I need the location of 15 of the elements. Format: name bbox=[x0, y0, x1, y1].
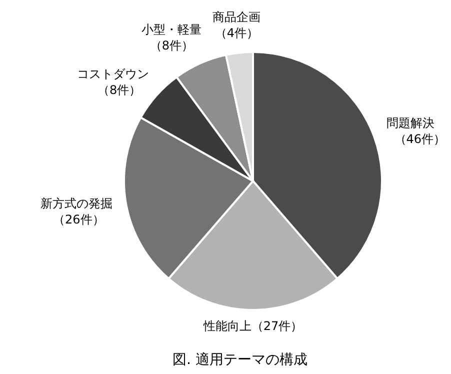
slice-label: 小型・軽量 bbox=[141, 22, 202, 37]
pie-slice bbox=[123, 116, 254, 280]
pie-slice bbox=[252, 51, 383, 280]
pie-slice bbox=[168, 180, 338, 311]
data-label: （27件） bbox=[251, 319, 303, 333]
slice-label: 新方式の発掘 bbox=[40, 196, 112, 210]
data-label: （8件） bbox=[150, 38, 194, 53]
slice-label: 商品企画 bbox=[212, 10, 261, 24]
data-label: （4件） bbox=[214, 26, 258, 40]
data-label: （46件） bbox=[394, 132, 446, 146]
data-label: （8件） bbox=[97, 83, 142, 98]
data-label: （26件） bbox=[52, 212, 104, 226]
text: 図. 適用テーマの構成 bbox=[172, 352, 308, 368]
slice-label: 問題解決 bbox=[386, 116, 434, 130]
slice-label: コストダウン bbox=[77, 67, 150, 82]
